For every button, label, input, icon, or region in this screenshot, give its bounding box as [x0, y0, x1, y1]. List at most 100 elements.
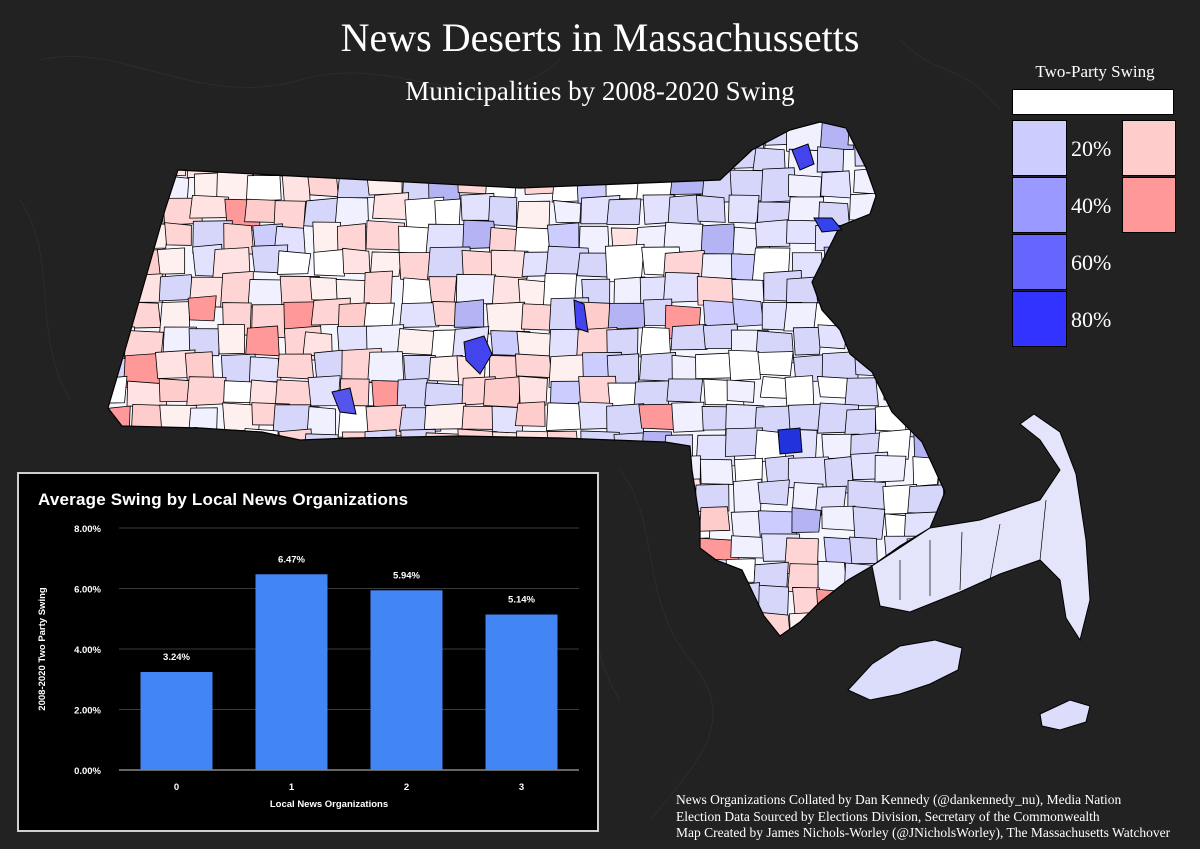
- bar: [255, 574, 328, 770]
- y-tick-label: 6.00%: [74, 585, 101, 596]
- credit-line-2: Election Data Sourced by Elections Divis…: [676, 808, 1100, 824]
- municipality: [129, 273, 164, 303]
- municipality: [108, 375, 128, 404]
- municipality: [216, 434, 258, 459]
- municipality: [365, 169, 403, 196]
- municipality: [849, 192, 886, 222]
- municipality: [158, 274, 195, 302]
- municipality: [725, 610, 761, 636]
- municipality: [108, 405, 131, 444]
- municipality: [854, 141, 893, 167]
- municipality: [905, 301, 945, 329]
- municipality: [245, 175, 282, 203]
- y-axis-label: 2008-2020 Two Party Swing: [37, 587, 48, 711]
- x-tick-label: 2: [404, 782, 409, 793]
- municipality: [666, 587, 696, 621]
- municipality: [514, 401, 546, 427]
- municipality: [162, 426, 199, 460]
- marthas-vineyard: [847, 639, 963, 701]
- municipality: [156, 247, 186, 275]
- municipality: [108, 122, 128, 148]
- municipality: [124, 431, 156, 463]
- legend-swatch-blue-20: [1012, 120, 1067, 176]
- municipality: [943, 299, 945, 330]
- municipality: [129, 194, 164, 228]
- municipality: [699, 458, 734, 485]
- municipality: [907, 325, 945, 358]
- municipality: [188, 407, 218, 437]
- municipality: [943, 279, 945, 314]
- municipality: [755, 219, 791, 248]
- municipality: [672, 635, 702, 636]
- municipality: [133, 170, 173, 199]
- municipality: [874, 455, 907, 483]
- x-axis-label: Local News Organizations: [270, 799, 388, 810]
- municipality: [670, 323, 708, 351]
- municipality: [519, 123, 560, 153]
- municipality: [844, 272, 880, 305]
- municipality: [879, 220, 909, 250]
- municipality: [397, 328, 436, 356]
- legend-label-40: 40%: [1071, 193, 1112, 218]
- municipality: [638, 141, 681, 172]
- municipality: [883, 378, 923, 402]
- municipality: [423, 402, 467, 430]
- municipality: [186, 376, 227, 407]
- municipality: [699, 506, 731, 532]
- municipality: [576, 141, 609, 169]
- municipality: [663, 271, 701, 303]
- legend-swatch-red-20: [1122, 120, 1176, 176]
- municipality: [849, 536, 878, 565]
- legend-swatch-blue-60: [1012, 234, 1067, 290]
- municipality: [844, 408, 877, 436]
- municipality: [427, 142, 456, 175]
- municipality: [633, 638, 665, 670]
- y-tick-label: 2.00%: [74, 706, 101, 717]
- municipality: [792, 587, 821, 615]
- municipality: [108, 195, 134, 230]
- high-swing-municipalities: [331, 143, 843, 455]
- x-tick-label: 1: [289, 782, 295, 793]
- inset-chart-panel: Average Swing by Local News Organization…: [17, 472, 599, 832]
- municipality: [552, 144, 592, 178]
- municipality: [279, 145, 308, 179]
- municipality: [844, 377, 879, 407]
- municipality: [817, 560, 848, 594]
- municipality: [902, 274, 940, 301]
- y-tick-label: 4.00%: [74, 645, 101, 656]
- municipality: [640, 562, 669, 587]
- municipality: [879, 329, 914, 357]
- municipality: [609, 535, 639, 559]
- municipality: [548, 122, 590, 147]
- municipality: [277, 122, 319, 157]
- municipality: [853, 614, 894, 636]
- municipality: [303, 433, 340, 462]
- municipality: [881, 197, 913, 223]
- municipality: [274, 379, 320, 409]
- municipality: [220, 122, 259, 150]
- municipality: [398, 140, 432, 167]
- municipality: [612, 122, 643, 149]
- municipality: [187, 295, 217, 322]
- x-tick-label: 0: [174, 782, 179, 793]
- municipality: [943, 480, 945, 506]
- municipality: [914, 171, 945, 200]
- municipality: [244, 198, 279, 223]
- municipality: [823, 246, 858, 274]
- municipality: [367, 351, 405, 385]
- municipality: [521, 303, 553, 331]
- municipality: [669, 535, 704, 561]
- municipality: [700, 639, 738, 672]
- municipality: [108, 221, 130, 246]
- legend-title: Two-Party Swing: [1035, 62, 1155, 81]
- municipality: [695, 194, 726, 223]
- municipality: [876, 428, 912, 460]
- legend-swatch-neutral: [1012, 89, 1174, 115]
- municipality: [732, 478, 763, 516]
- municipality: [904, 218, 940, 257]
- municipality: [486, 122, 524, 154]
- municipality: [671, 148, 706, 181]
- municipality: [635, 483, 680, 517]
- municipality: [909, 379, 937, 413]
- data-label: 6.47%: [278, 554, 305, 565]
